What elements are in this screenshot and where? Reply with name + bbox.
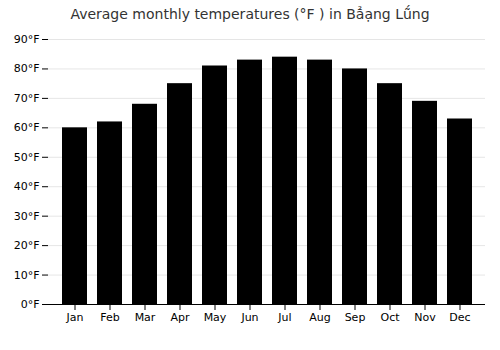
svg-text:Jun: Jun bbox=[240, 311, 258, 324]
svg-text:Apr: Apr bbox=[170, 311, 190, 324]
svg-text:Mar: Mar bbox=[135, 311, 156, 324]
svg-text:Oct: Oct bbox=[380, 311, 400, 324]
html-text:Average monthly temperatures (: Average monthly temperatures (°F ) in Bẳ… bbox=[70, 6, 430, 22]
svg-text:Nov: Nov bbox=[414, 311, 436, 324]
svg-text:Feb: Feb bbox=[100, 311, 119, 324]
svg-text:Sep: Sep bbox=[345, 311, 366, 324]
svg-text:70°F: 70°F bbox=[14, 92, 40, 105]
svg-text:90°F: 90°F bbox=[14, 33, 40, 46]
svg-text:20°F: 20°F bbox=[14, 239, 40, 252]
svg-text:50°F: 50°F bbox=[14, 151, 40, 164]
svg-text:Jan: Jan bbox=[66, 311, 84, 324]
svg-text:0°F: 0°F bbox=[21, 298, 40, 311]
svg-text:Aug: Aug bbox=[309, 311, 330, 324]
svg-text:May: May bbox=[204, 311, 227, 324]
svg-text:60°F: 60°F bbox=[14, 121, 40, 134]
svg-text:Jul: Jul bbox=[277, 311, 291, 324]
svg-text:10°F: 10°F bbox=[14, 269, 40, 282]
svg-text:30°F: 30°F bbox=[14, 210, 40, 223]
svg-text:Dec: Dec bbox=[449, 311, 470, 324]
svg-text:40°F: 40°F bbox=[14, 180, 40, 193]
svg-text:80°F: 80°F bbox=[14, 62, 40, 75]
